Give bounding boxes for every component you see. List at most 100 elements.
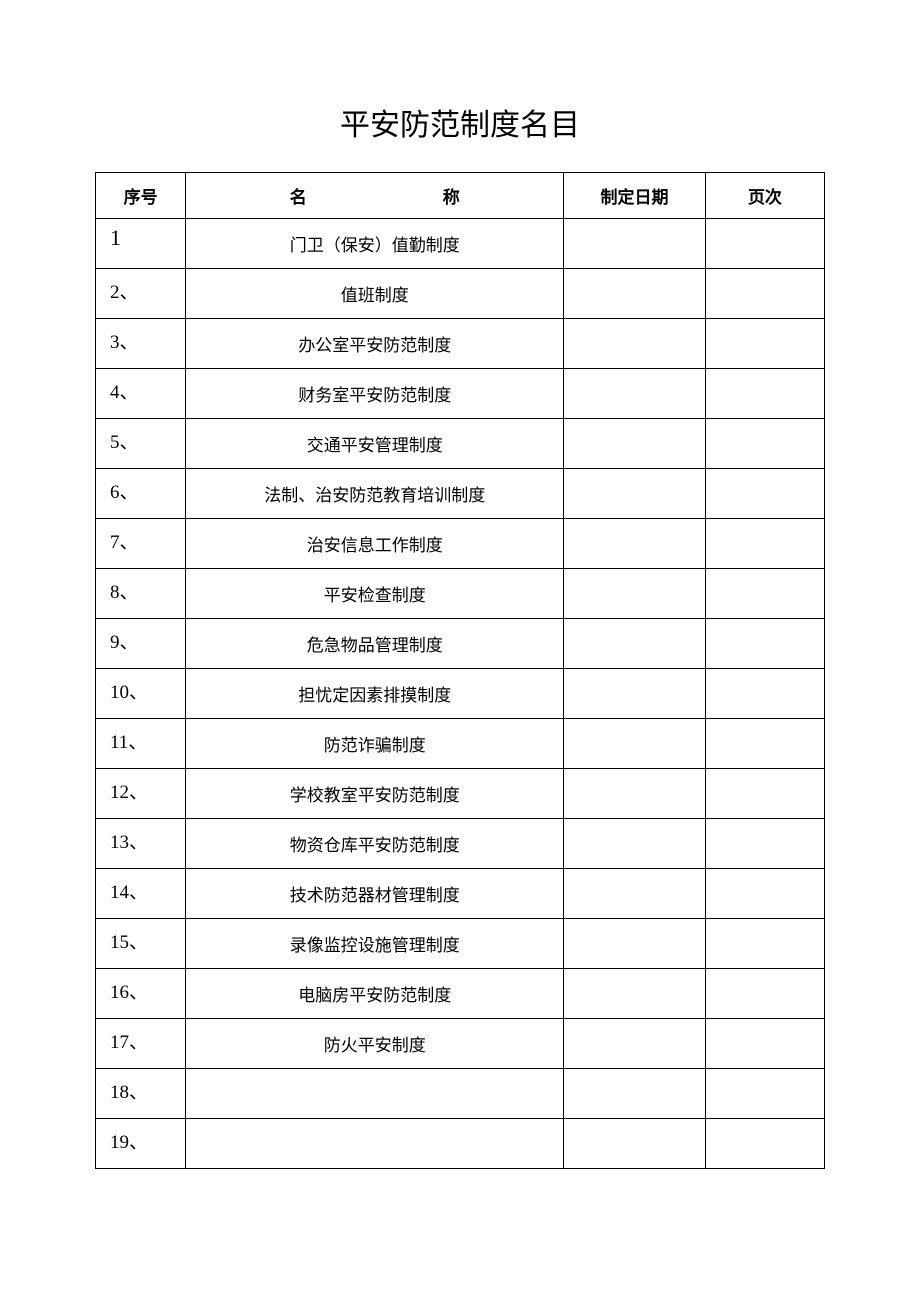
cell-name: 物资仓库平安防范制度 bbox=[186, 819, 564, 869]
cell-page bbox=[705, 819, 824, 869]
cell-index: 4、 bbox=[96, 369, 186, 419]
table-row: 2、 值班制度 bbox=[96, 269, 825, 319]
cell-name: 电脑房平安防范制度 bbox=[186, 969, 564, 1019]
cell-date bbox=[564, 319, 706, 369]
cell-date bbox=[564, 1019, 706, 1069]
cell-index: 8、 bbox=[96, 569, 186, 619]
cell-index: 7、 bbox=[96, 519, 186, 569]
cell-page bbox=[705, 319, 824, 369]
cell-date bbox=[564, 719, 706, 769]
cell-name bbox=[186, 1069, 564, 1119]
cell-page bbox=[705, 869, 824, 919]
cell-date bbox=[564, 919, 706, 969]
cell-index: 13、 bbox=[96, 819, 186, 869]
cell-page bbox=[705, 419, 824, 469]
cell-page bbox=[705, 719, 824, 769]
cell-index: 9、 bbox=[96, 619, 186, 669]
cell-index: 19、 bbox=[96, 1119, 186, 1169]
cell-index: 18、 bbox=[96, 1069, 186, 1119]
cell-page bbox=[705, 519, 824, 569]
cell-index: 15、 bbox=[96, 919, 186, 969]
cell-name: 平安检查制度 bbox=[186, 569, 564, 619]
cell-date bbox=[564, 469, 706, 519]
cell-page bbox=[705, 1119, 824, 1169]
cell-name: 防范诈骗制度 bbox=[186, 719, 564, 769]
table-row: 12、 学校教室平安防范制度 bbox=[96, 769, 825, 819]
cell-page bbox=[705, 1019, 824, 1069]
cell-page bbox=[705, 1069, 824, 1119]
directory-table: 序号 名 称 制定日期 页次 1 门卫（保安）值勤制度 2、 值班制度 3、 办… bbox=[95, 172, 825, 1169]
table-row: 10、 担忧定因素排摸制度 bbox=[96, 669, 825, 719]
cell-date bbox=[564, 869, 706, 919]
cell-index: 16、 bbox=[96, 969, 186, 1019]
cell-index: 6、 bbox=[96, 469, 186, 519]
cell-date bbox=[564, 669, 706, 719]
cell-page bbox=[705, 969, 824, 1019]
cell-page bbox=[705, 269, 824, 319]
table-row: 18、 bbox=[96, 1069, 825, 1119]
cell-page bbox=[705, 469, 824, 519]
cell-date bbox=[564, 519, 706, 569]
table-row: 1 门卫（保安）值勤制度 bbox=[96, 219, 825, 269]
cell-page bbox=[705, 619, 824, 669]
table-row: 5、 交通平安管理制度 bbox=[96, 419, 825, 469]
cell-date bbox=[564, 1119, 706, 1169]
table-row: 7、 治安信息工作制度 bbox=[96, 519, 825, 569]
cell-date bbox=[564, 219, 706, 269]
cell-date bbox=[564, 419, 706, 469]
cell-name: 录像监控设施管理制度 bbox=[186, 919, 564, 969]
table-row: 14、 技术防范器材管理制度 bbox=[96, 869, 825, 919]
cell-index: 12、 bbox=[96, 769, 186, 819]
table-row: 6、 法制、治安防范教育培训制度 bbox=[96, 469, 825, 519]
cell-index: 17、 bbox=[96, 1019, 186, 1069]
cell-page bbox=[705, 369, 824, 419]
cell-name: 担忧定因素排摸制度 bbox=[186, 669, 564, 719]
cell-date bbox=[564, 769, 706, 819]
cell-name: 值班制度 bbox=[186, 269, 564, 319]
header-date: 制定日期 bbox=[564, 173, 706, 219]
document-title: 平安防范制度名目 bbox=[95, 100, 825, 144]
cell-index: 3、 bbox=[96, 319, 186, 369]
table-row: 11、 防范诈骗制度 bbox=[96, 719, 825, 769]
cell-name bbox=[186, 1119, 564, 1169]
cell-index: 10、 bbox=[96, 669, 186, 719]
cell-date bbox=[564, 369, 706, 419]
cell-index: 11、 bbox=[96, 719, 186, 769]
header-index: 序号 bbox=[96, 173, 186, 219]
table-row: 16、 电脑房平安防范制度 bbox=[96, 969, 825, 1019]
table-row: 13、 物资仓库平安防范制度 bbox=[96, 819, 825, 869]
cell-name: 防火平安制度 bbox=[186, 1019, 564, 1069]
table-row: 3、 办公室平安防范制度 bbox=[96, 319, 825, 369]
cell-name: 技术防范器材管理制度 bbox=[186, 869, 564, 919]
cell-index: 2、 bbox=[96, 269, 186, 319]
cell-index: 14、 bbox=[96, 869, 186, 919]
table-row: 17、 防火平安制度 bbox=[96, 1019, 825, 1069]
cell-date bbox=[564, 1069, 706, 1119]
cell-name: 法制、治安防范教育培训制度 bbox=[186, 469, 564, 519]
cell-name: 交通平安管理制度 bbox=[186, 419, 564, 469]
cell-page bbox=[705, 769, 824, 819]
cell-date bbox=[564, 969, 706, 1019]
cell-date bbox=[564, 569, 706, 619]
cell-date bbox=[564, 269, 706, 319]
table-row: 15、 录像监控设施管理制度 bbox=[96, 919, 825, 969]
cell-page bbox=[705, 669, 824, 719]
table-row: 9、 危急物品管理制度 bbox=[96, 619, 825, 669]
cell-page bbox=[705, 569, 824, 619]
cell-date bbox=[564, 819, 706, 869]
cell-page bbox=[705, 919, 824, 969]
table-row: 19、 bbox=[96, 1119, 825, 1169]
cell-name: 门卫（保安）值勤制度 bbox=[186, 219, 564, 269]
cell-name: 治安信息工作制度 bbox=[186, 519, 564, 569]
cell-date bbox=[564, 619, 706, 669]
cell-page bbox=[705, 219, 824, 269]
table-header-row: 序号 名 称 制定日期 页次 bbox=[96, 173, 825, 219]
cell-index: 5、 bbox=[96, 419, 186, 469]
table-row: 8、 平安检查制度 bbox=[96, 569, 825, 619]
table-row: 4、 财务室平安防范制度 bbox=[96, 369, 825, 419]
header-page: 页次 bbox=[705, 173, 824, 219]
cell-name: 学校教室平安防范制度 bbox=[186, 769, 564, 819]
cell-name: 办公室平安防范制度 bbox=[186, 319, 564, 369]
cell-name: 危急物品管理制度 bbox=[186, 619, 564, 669]
header-name: 名 称 bbox=[186, 173, 564, 219]
